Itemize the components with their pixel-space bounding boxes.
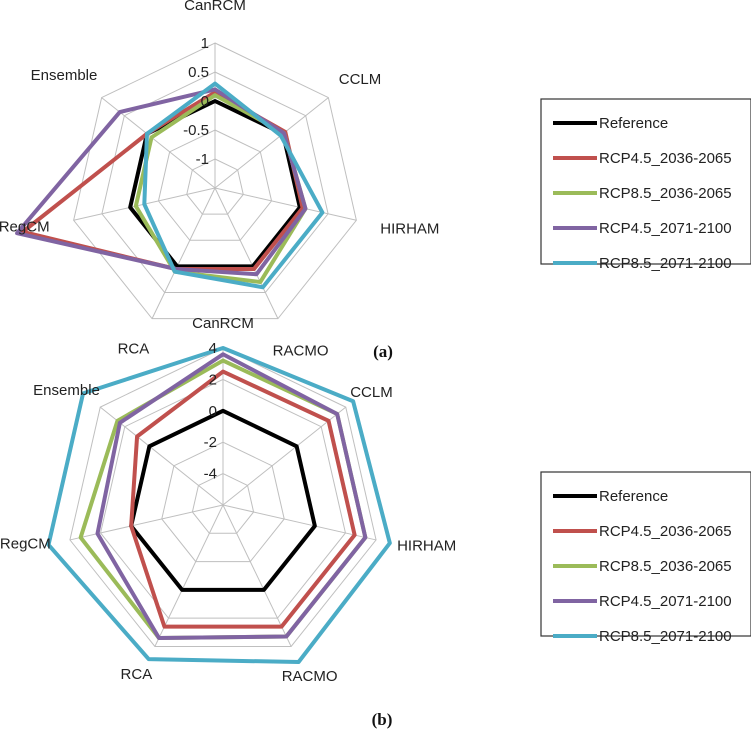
legend-label: RCP4.5_2036-2065 — [599, 150, 732, 167]
legend-box — [540, 98, 751, 265]
series-line — [142, 81, 325, 290]
legend-label: RCP8.5_2071-2100 — [599, 628, 732, 645]
grid-spoke — [151, 187, 216, 319]
axis-label: RACMO — [273, 343, 329, 360]
tick-label: -4 — [204, 466, 217, 483]
axis-label: CCLM — [339, 71, 382, 88]
axis-label: CanRCM — [192, 315, 254, 332]
axis-label: RCA — [121, 666, 153, 683]
tick-label: -1 — [196, 151, 209, 168]
series-line — [129, 369, 357, 629]
radar-chart-b: 4 2 0 -2 -4 CanRCM CCLM HIRHAM RACMO RCA RegCM Ense… — [0, 315, 751, 729]
grid-spoke — [222, 504, 377, 541]
axis-label: CanRCM — [184, 0, 246, 14]
legend-label: RCP4.5_2071-2100 — [599, 220, 732, 237]
legend-box — [540, 471, 751, 637]
tick-label: 0 — [209, 403, 217, 420]
legend-label: RCP8.5_2036-2065 — [599, 185, 732, 202]
grid-spoke — [69, 504, 224, 541]
grid-ring — [100, 378, 346, 619]
grid-ring — [73, 42, 357, 320]
legend-label: Reference — [599, 115, 668, 132]
legend-label: RCP4.5_2036-2065 — [599, 523, 732, 540]
panel-caption: (a) — [373, 342, 393, 361]
axis-label: RACMO — [282, 668, 338, 685]
grid-spoke — [222, 406, 347, 506]
grid-ring — [161, 441, 285, 563]
grid-ring — [101, 71, 329, 294]
grid-spoke — [222, 504, 292, 647]
radar-chart-a: 1 0.5 0 -0.5 -1 CanRCM CCLM HIRHAM RACMO RCA RegCM… — [0, 0, 751, 361]
grid-ring — [157, 129, 273, 241]
tick-label: 2 — [209, 371, 217, 388]
grid-spoke — [214, 187, 357, 221]
tick-label: 0.5 — [188, 64, 209, 81]
tick-label: 0 — [201, 93, 209, 110]
series-line — [95, 352, 368, 640]
axis-label: RegCM — [0, 219, 50, 236]
tick-label: 1 — [201, 35, 209, 52]
tick-label: -0.5 — [183, 122, 209, 139]
axis-label: HIRHAM — [380, 221, 439, 238]
legend-label: RCP4.5_2071-2100 — [599, 593, 732, 610]
axis-label: HIRHAM — [397, 537, 456, 554]
legend-label: RCP8.5_2071-2100 — [599, 255, 732, 272]
axis-label: Ensemble — [31, 67, 98, 84]
axis-label: RCA — [118, 341, 150, 358]
series-line — [129, 408, 317, 592]
panel-caption: (b) — [372, 710, 393, 729]
series-line — [46, 346, 392, 665]
axis-label: RegCM — [0, 535, 51, 552]
grid-spoke — [154, 504, 224, 647]
grid-spoke — [214, 187, 279, 319]
grid-spoke — [214, 97, 329, 189]
tick-label: -2 — [204, 434, 217, 451]
grid-ring — [69, 347, 377, 647]
axis-label: Ensemble — [33, 382, 100, 399]
axis-label: CCLM — [350, 384, 393, 401]
legend-label: RCP8.5_2036-2065 — [599, 558, 732, 575]
legend-label: Reference — [599, 488, 668, 505]
grid-ring — [186, 158, 244, 215]
grid-ring — [191, 473, 255, 534]
tick-label: 4 — [209, 340, 217, 357]
